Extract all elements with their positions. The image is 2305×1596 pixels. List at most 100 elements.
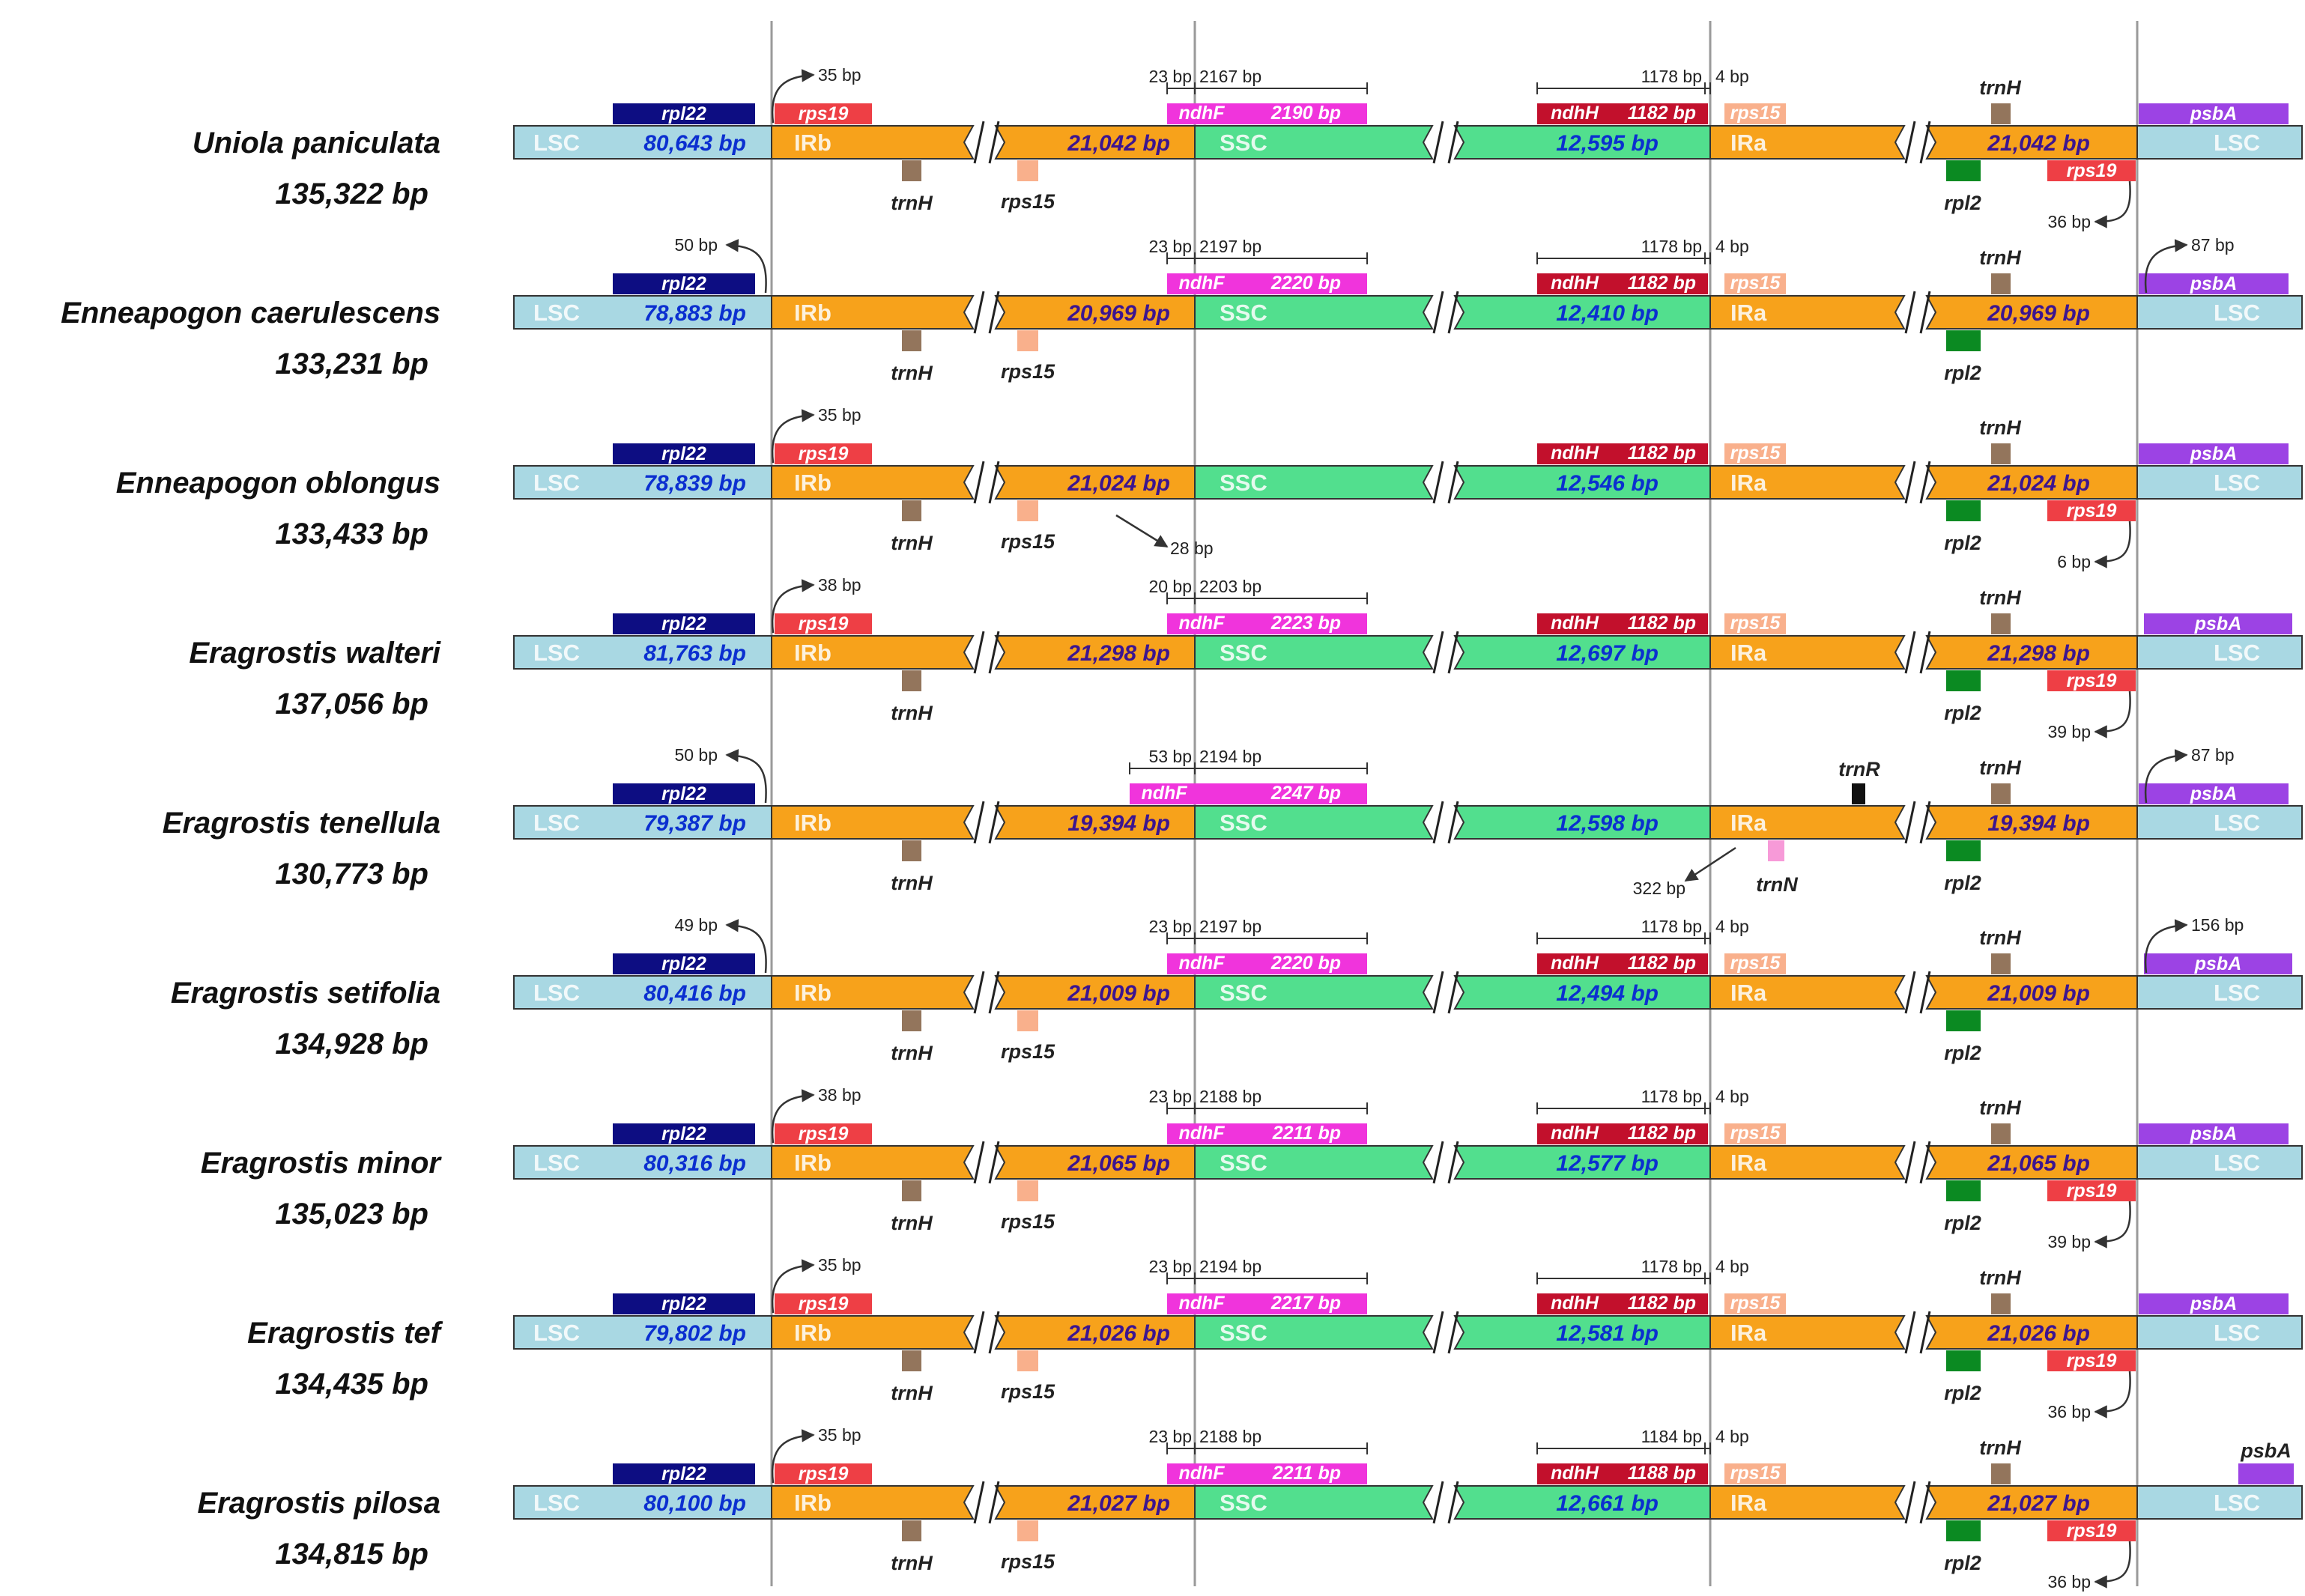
- rps19-overhang-label: 36 bp: [2047, 1572, 2091, 1592]
- psbA-overhang-arrow: [2144, 749, 2188, 804]
- rps15-gene-irb: [1017, 1350, 1038, 1371]
- ssc-size: 12,598 bp: [1556, 811, 1659, 836]
- trnR-label: trnR: [1838, 758, 1880, 780]
- irb-size: 21,042 bp: [1067, 131, 1170, 156]
- trnH-label-bottom: trnH: [891, 362, 933, 384]
- rps19-label-right: rps19: [2067, 1180, 2117, 1201]
- ndhF-size: 2223 bp: [1270, 613, 1341, 634]
- lsc-label-end: LSC: [2214, 130, 2260, 156]
- ira-size: 21,042 bp: [1987, 131, 2090, 156]
- trnH-gene-top: [1991, 273, 2011, 294]
- break-mark: [1919, 1141, 1931, 1184]
- genome-length: 133,433 bp: [275, 518, 428, 550]
- rpl22-gene: [613, 953, 755, 974]
- ndhH-gene: [1537, 443, 1708, 464]
- irb-size: 21,065 bp: [1067, 1151, 1170, 1176]
- ndhF-gene: [1167, 613, 1367, 634]
- lsc-segment: [513, 805, 772, 840]
- ira-segment-cont: [1925, 465, 2138, 500]
- psbA-gene: [2238, 1463, 2294, 1484]
- break-mark: [988, 1481, 1000, 1524]
- psbA-label: psbA: [2194, 613, 2242, 634]
- lsc-size: 80,643 bp: [643, 131, 746, 156]
- rps19-gene: [775, 1293, 872, 1314]
- trnH-gene-top: [1991, 613, 2011, 634]
- lsc-label: LSC: [533, 1320, 580, 1346]
- rps19-gene: [775, 443, 872, 464]
- species-row: Uniola paniculata 135,322 bp LSC IRb SSC IRa L…: [193, 65, 2303, 231]
- irb-segment-cont: [994, 635, 1196, 670]
- ndhF-offset-label: 28 bp: [1170, 538, 1214, 558]
- ndhH-size: 1182 bp: [1628, 273, 1696, 294]
- rpl2-gene: [1946, 840, 1981, 861]
- psbA-label: psbA: [2194, 953, 2242, 974]
- species-row: Eragrostis minor 135,023 bp LSC IRb SSC IRa LS…: [201, 1085, 2303, 1251]
- overhang-arrow: [725, 239, 767, 294]
- trnH-label-top: trnH: [1979, 1096, 2021, 1119]
- rps19-overhang-label: 39 bp: [2047, 1232, 2091, 1251]
- trnR-gene: [1852, 783, 1865, 804]
- ndhH-label: ndhH: [1551, 953, 1599, 974]
- lsc-size: 79,387 bp: [643, 811, 746, 836]
- break-mark: [973, 971, 985, 1014]
- ndhF-right-length: 2167 bp: [1199, 67, 1261, 86]
- irb-size: 21,009 bp: [1067, 981, 1170, 1006]
- trnH-label-top: trnH: [1979, 1436, 2021, 1459]
- ndhF-label: ndhF: [1178, 273, 1225, 294]
- ssc-segment-cont: [1453, 1315, 1711, 1350]
- lsc-segment-end: [2136, 805, 2303, 840]
- ira-size: 21,298 bp: [1987, 641, 2090, 666]
- rps19-gene: [775, 103, 872, 124]
- break-mark: [1432, 971, 1444, 1014]
- ndhF-gene: [1167, 953, 1367, 974]
- ndhF-label: ndhF: [1178, 1463, 1225, 1484]
- break-mark: [1919, 1311, 1931, 1354]
- psbA-overhang-arrow: [2144, 919, 2188, 974]
- trnH-label-bottom: trnH: [891, 532, 933, 554]
- overhang-label: 35 bp: [818, 1425, 861, 1445]
- species-row: Enneapogon caerulescens 133,231 bp LSC IRb S…: [61, 235, 2303, 384]
- break-mark: [988, 971, 1000, 1014]
- rpl22-label: rpl22: [661, 953, 706, 974]
- rpl22-label: rpl22: [661, 1293, 706, 1314]
- lsc-segment-end: [2136, 465, 2303, 500]
- trnH-gene-top: [1991, 103, 2011, 124]
- break-mark: [973, 1311, 985, 1354]
- break-mark: [973, 461, 985, 504]
- psbA-gene: [2139, 273, 2289, 294]
- break-mark: [1447, 461, 1459, 504]
- irb-size: 21,298 bp: [1067, 641, 1170, 666]
- psbA-gene: [2144, 953, 2292, 974]
- irb-segment: [771, 125, 975, 160]
- ndhH-label: ndhH: [1551, 103, 1599, 124]
- lsc-label-end: LSC: [2214, 810, 2260, 836]
- ndhF-right-length: 2197 bp: [1199, 917, 1261, 936]
- lsc-label: LSC: [533, 1490, 580, 1516]
- ira-label: IRa: [1730, 640, 1767, 666]
- ndhH-left-length: 1178 bp: [1641, 1257, 1702, 1276]
- psbA-overhang-label: 87 bp: [2191, 745, 2235, 765]
- rps15-gene-irb: [1017, 160, 1038, 181]
- irb-segment: [771, 1145, 975, 1180]
- ndhH-right-length: 4 bp: [1715, 1427, 1749, 1446]
- ndhH-gene: [1537, 953, 1708, 974]
- break-mark: [973, 1481, 985, 1524]
- rps15-gene-ira: [1724, 613, 1786, 634]
- genome-length: 134,435 bp: [275, 1368, 428, 1401]
- break-mark: [1447, 1311, 1459, 1354]
- ssc-segment-cont: [1453, 1485, 1711, 1520]
- rpl2-gene: [1946, 1350, 1981, 1371]
- lsc-segment: [513, 125, 772, 160]
- genome-length: 135,322 bp: [275, 177, 428, 210]
- species-row: Eragrostis tef 134,435 bp LSC IRb SSC IRa LSC 7…: [247, 1255, 2303, 1421]
- break-mark: [1432, 291, 1444, 334]
- psbA-gene: [2139, 103, 2289, 124]
- species-row: Enneapogon oblongus 133,433 bp LSC IRb SSC IR…: [116, 405, 2303, 571]
- ndhF-label: ndhF: [1178, 1293, 1225, 1314]
- lsc-size: 80,316 bp: [643, 1151, 746, 1176]
- break-mark: [1447, 631, 1459, 674]
- rpl2-gene: [1946, 1180, 1981, 1201]
- rps19-overhang-arrow: [2094, 1371, 2131, 1419]
- trnH-label-bottom: trnH: [891, 192, 933, 214]
